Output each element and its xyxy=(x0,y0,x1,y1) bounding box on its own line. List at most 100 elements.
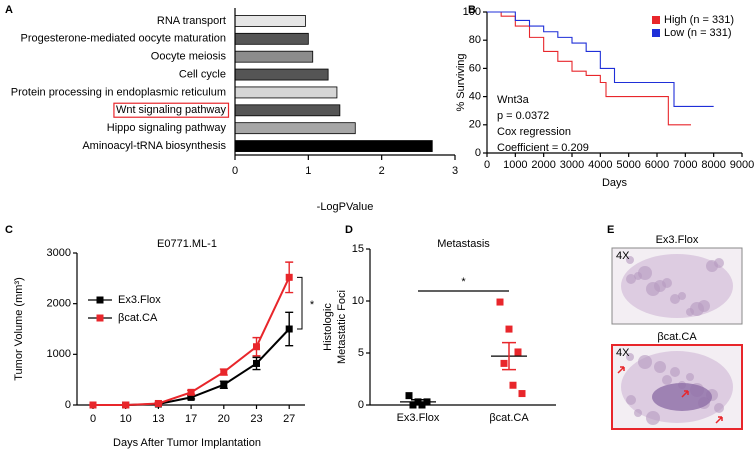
tissue-detail xyxy=(654,361,666,373)
point xyxy=(514,348,522,356)
tissue-detail xyxy=(626,395,636,405)
x-tick-label: 20 xyxy=(218,413,230,425)
sem-bar xyxy=(411,399,425,405)
y-tick-label: 10 xyxy=(352,295,364,307)
y-tick-label: 3000 xyxy=(47,247,71,259)
y-tick-label: Hippo signaling pathway xyxy=(107,122,227,134)
x-axis-label: -LogPValue xyxy=(317,201,374,213)
legend-swatch xyxy=(652,16,660,24)
sem-bar xyxy=(502,341,516,371)
y-tick-label: 20 xyxy=(469,119,481,131)
point xyxy=(405,392,413,400)
marker xyxy=(122,401,130,409)
arrow xyxy=(715,416,723,424)
tissue-detail xyxy=(626,274,636,284)
x-tick-label: 2 xyxy=(379,165,385,177)
bar xyxy=(234,122,356,135)
tissue-detail xyxy=(662,375,672,385)
y-tick-label: Cell cycle xyxy=(179,68,226,80)
x-tick-label: 1 xyxy=(305,165,311,177)
arrow xyxy=(681,390,689,398)
x-tick-label: 0 xyxy=(90,413,96,425)
y-tick-label: 1000 xyxy=(47,348,71,360)
chart-title: E0771.ML-1 xyxy=(157,238,217,250)
tissue-detail xyxy=(686,308,694,316)
x-tick-label: 8000 xyxy=(701,159,725,171)
bar xyxy=(234,68,329,81)
marker xyxy=(220,368,228,376)
x-axis-label: Days xyxy=(602,177,628,189)
y-tick-label: RNA transport xyxy=(157,15,226,27)
point xyxy=(500,359,508,367)
x-tick-label: 0 xyxy=(484,159,490,171)
chart-title: Metastasis xyxy=(437,238,490,250)
y-tick-label: 5 xyxy=(358,347,364,359)
image-title: Ex3.Flox xyxy=(656,234,699,246)
x-tick-label: 17 xyxy=(185,413,197,425)
y-tick-label: 40 xyxy=(469,91,481,103)
y-tick-label: Aminoacyl-tRNA biosynthesis xyxy=(82,140,226,152)
panel-label: E xyxy=(607,224,614,236)
bar xyxy=(234,104,341,117)
annotation: Cox regression xyxy=(497,126,571,138)
y-axis-label: Metastatic Foci xyxy=(336,290,348,364)
point xyxy=(518,390,526,398)
x-tick-label: 13 xyxy=(152,413,164,425)
survival-curve xyxy=(487,11,691,126)
highlight-box xyxy=(113,102,230,118)
panel-label: C xyxy=(5,224,13,236)
x-tick-label: 0 xyxy=(232,165,238,177)
marker xyxy=(154,399,162,407)
point xyxy=(409,401,417,409)
tissue-detail xyxy=(626,256,634,264)
panel-label: B xyxy=(468,4,476,16)
tissue-detail xyxy=(646,282,660,296)
x-tick-label: 3000 xyxy=(560,159,584,171)
tissue-detail xyxy=(638,355,652,369)
x-tick-label: 6000 xyxy=(645,159,669,171)
magnification: 4X xyxy=(616,347,630,359)
y-tick-label: 60 xyxy=(469,62,481,74)
annotation: Wnt3a xyxy=(497,94,530,106)
marker xyxy=(220,381,228,389)
survival-curve xyxy=(487,11,714,108)
tissue-detail xyxy=(626,353,634,361)
magnification: 4X xyxy=(616,250,630,262)
tissue-detail xyxy=(634,272,642,280)
legend-marker xyxy=(96,296,104,304)
y-axis-label: % Surviving xyxy=(455,53,467,111)
arrow xyxy=(617,366,625,374)
legend-label: Ex3.Flox xyxy=(118,294,161,306)
point xyxy=(418,401,426,409)
x-tick-label: 10 xyxy=(120,413,132,425)
y-tick-label: 2000 xyxy=(47,298,71,310)
tissue-detail xyxy=(686,373,694,381)
x-tick-label: 3 xyxy=(452,165,458,177)
tissue-detail xyxy=(646,411,660,425)
y-axis-label: Histologic xyxy=(322,303,334,351)
marker xyxy=(89,401,97,409)
y-tick-label: Oocyte meiosis xyxy=(151,51,227,63)
tissue-detail xyxy=(678,292,686,300)
point xyxy=(496,298,504,306)
bar xyxy=(234,50,314,63)
panel-label: A xyxy=(5,4,13,16)
tissue-detail xyxy=(670,294,680,304)
x-tick-label: 27 xyxy=(283,413,295,425)
legend-marker xyxy=(96,314,104,322)
bar xyxy=(234,32,309,45)
bar xyxy=(234,15,306,27)
y-tick-label: 100 xyxy=(463,6,481,18)
x-tick-label: 5000 xyxy=(616,159,640,171)
x-tick-label: 23 xyxy=(250,413,262,425)
legend-swatch xyxy=(652,29,660,37)
y-tick-label: Progesterone-mediated oocyte maturation xyxy=(21,33,226,45)
tissue-detail xyxy=(714,403,724,413)
significance-bracket xyxy=(297,276,303,330)
marker xyxy=(253,359,260,367)
bar xyxy=(234,140,433,152)
x-tick-label: βcat.CA xyxy=(489,412,529,424)
bar xyxy=(234,86,338,99)
panel-label: D xyxy=(345,224,353,236)
